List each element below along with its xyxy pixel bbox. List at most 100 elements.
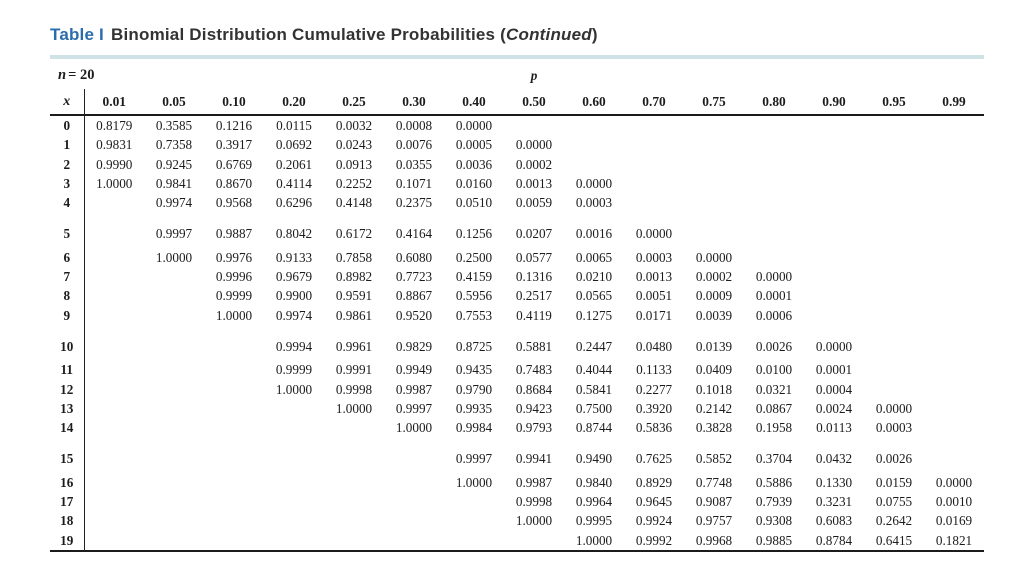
cell-x3-p0.70 bbox=[624, 174, 684, 193]
column-header-p-0.70: 0.70 bbox=[624, 89, 684, 116]
cell-x8-p0.95 bbox=[864, 286, 924, 305]
cell-x15-p0.80: 0.3704 bbox=[755, 451, 793, 467]
cell-x3-p0.10: 0.8670 bbox=[215, 175, 253, 191]
cell-x12-p0.70: 0.2277 bbox=[635, 381, 673, 397]
cell-x12-p0.25: 0.9998 bbox=[335, 381, 373, 397]
cell-x10-p0.70: 0.0480 bbox=[635, 338, 673, 354]
cell-x13-p0.20 bbox=[264, 399, 324, 418]
cell-x12-p0.05 bbox=[144, 380, 204, 399]
cell-x6-p0.50: 0.0577 bbox=[515, 249, 553, 265]
cell-x16-p0.05 bbox=[144, 473, 204, 492]
cell-x16-p0.40: 1.0000 bbox=[455, 474, 493, 490]
cell-x9-p0.95 bbox=[864, 306, 924, 325]
cell-x10-p0.50: 0.5881 bbox=[515, 338, 553, 354]
row-label-x-3: 3 bbox=[50, 173, 85, 194]
cell-x17-p0.99: 0.0010 bbox=[935, 494, 973, 510]
cell-x1-p0.10: 0.3917 bbox=[215, 137, 253, 153]
cell-x16-p0.70: 0.8929 bbox=[635, 474, 673, 490]
cell-x8-p0.30: 0.8867 bbox=[395, 288, 433, 304]
cell-x17-p0.01 bbox=[84, 492, 144, 511]
cell-x19-p0.60: 1.0000 bbox=[564, 530, 624, 552]
cell-x3-p0.60: 0.0000 bbox=[575, 175, 613, 191]
cell-x4-p0.70 bbox=[624, 193, 684, 212]
cell-x4-p0.99 bbox=[924, 193, 984, 212]
cell-x0-p0.10: 0.1216 bbox=[215, 118, 253, 133]
cell-x9-p0.40: 0.7553 bbox=[455, 307, 493, 323]
cell-x11-p0.05 bbox=[144, 360, 204, 379]
cell-x14-p0.25 bbox=[324, 418, 384, 437]
cell-x0-p0.99 bbox=[924, 115, 984, 135]
cell-x6-p0.30: 0.6080 bbox=[395, 249, 433, 265]
cell-x17-p0.20 bbox=[264, 492, 324, 511]
cell-x5-p0.70: 0.0000 bbox=[635, 226, 673, 242]
cell-x10-p0.95 bbox=[864, 325, 924, 360]
cell-x1-p0.75 bbox=[684, 135, 744, 154]
cell-x14-p0.75: 0.3828 bbox=[695, 420, 733, 436]
cell-x19-p0.10 bbox=[204, 530, 264, 552]
cell-x1-p0.60 bbox=[564, 135, 624, 154]
row-label-x-5: 5 bbox=[50, 212, 85, 248]
table-row-x-4: 4 0.9974 0.9568 0.6296 0.4148 0.2375 0.0510 0.0… bbox=[50, 193, 984, 213]
cell-x5-p0.20: 0.8042 bbox=[275, 226, 313, 242]
cell-x16-p0.30 bbox=[384, 473, 444, 492]
cell-x11-p0.01 bbox=[84, 360, 144, 379]
cell-x10-p0.01 bbox=[84, 325, 144, 360]
table-row-x-3: 3 1.0000 0.9841 0.8670 0.4114 0.2252 0.1071 0.0… bbox=[50, 173, 984, 194]
cell-x0-p0.40: 0.0000 bbox=[455, 118, 493, 133]
cell-x16-p0.95: 0.0159 bbox=[875, 474, 913, 490]
cell-x15-p0.60: 0.9490 bbox=[575, 451, 613, 467]
cell-x15-p0.95: 0.0026 bbox=[875, 451, 913, 467]
cell-x6-p0.25: 0.7858 bbox=[335, 249, 373, 265]
cell-x9-p0.90 bbox=[804, 306, 864, 325]
cell-x16-p0.01 bbox=[84, 473, 144, 492]
cell-x14-p0.30: 1.0000 bbox=[395, 420, 433, 436]
cell-x11-p0.75: 0.0409 bbox=[695, 362, 733, 378]
cell-x11-p0.70: 0.1133 bbox=[636, 362, 672, 378]
cell-x9-p0.99 bbox=[924, 306, 984, 325]
cell-x4-p0.75 bbox=[684, 193, 744, 212]
cell-x7-p0.40: 0.4159 bbox=[455, 269, 493, 285]
row-label-x-7: 7 bbox=[50, 267, 85, 287]
cell-x1-p0.25: 0.0243 bbox=[335, 137, 373, 153]
column-header-p-0.20: 0.20 bbox=[264, 89, 324, 116]
row-label-x-11: 11 bbox=[50, 360, 85, 380]
table-row-x-7: 7 0.9996 0.9679 0.8982 0.7723 0.4159 0.1316 0.0… bbox=[50, 267, 984, 287]
row-label-x-12: 12 bbox=[50, 379, 85, 399]
cell-x17-p0.95: 0.0755 bbox=[875, 494, 913, 510]
cell-x0-p0.60 bbox=[564, 115, 624, 135]
cell-x15-p0.10 bbox=[204, 437, 264, 472]
cell-x18-p0.50: 1.0000 bbox=[515, 513, 553, 529]
cell-x4-p0.80 bbox=[744, 193, 804, 212]
cell-x19-p0.99: 0.1821 bbox=[924, 530, 984, 552]
cell-x14-p0.40: 0.9984 bbox=[455, 420, 493, 436]
cell-x19-p0.70: 0.9992 bbox=[624, 530, 684, 552]
table-row-x-15: 15 0.9997 0.9941 0.9490 0.7625 0.5852 0.3704 0.… bbox=[50, 437, 984, 473]
table-row-x-8: 8 0.9999 0.9900 0.9591 0.8867 0.5956 0.2517 0.0… bbox=[50, 286, 984, 306]
cell-x17-p0.75: 0.9087 bbox=[695, 494, 733, 510]
cell-x0-p0.50 bbox=[504, 115, 564, 135]
cell-x12-p0.01 bbox=[84, 380, 144, 399]
table-title-continued: (Continued) bbox=[500, 25, 598, 44]
table-number-label: Table I bbox=[50, 25, 104, 44]
cell-x18-p0.90: 0.6083 bbox=[815, 513, 853, 529]
cell-x14-p0.50: 0.9793 bbox=[515, 420, 553, 436]
cell-x14-p0.80: 0.1958 bbox=[755, 420, 793, 436]
cell-x12-p0.90: 0.0004 bbox=[815, 381, 853, 397]
table-row-x-1: 1 0.9831 0.7358 0.3917 0.0692 0.0243 0.0076 0.0… bbox=[50, 135, 984, 155]
cell-x9-p0.25: 0.9861 bbox=[335, 307, 373, 323]
cell-x1-p0.20: 0.0692 bbox=[275, 137, 313, 153]
table-row-x-9: 9 1.0000 0.9974 0.9861 0.9520 0.7553 0.4119 0.1… bbox=[50, 305, 984, 325]
column-header-p-0.40: 0.40 bbox=[444, 89, 504, 116]
cell-x10-p0.90: 0.0000 bbox=[815, 338, 853, 354]
cell-x3-p0.40: 0.0160 bbox=[455, 175, 493, 191]
column-header-p-0.90: 0.90 bbox=[804, 89, 864, 116]
cell-x2-p0.80 bbox=[744, 155, 804, 174]
cell-x12-p0.75: 0.1018 bbox=[695, 381, 733, 397]
cell-x4-p0.50: 0.0059 bbox=[515, 195, 553, 211]
cell-x5-p0.01 bbox=[84, 212, 144, 247]
cell-x0-p0.30: 0.0008 bbox=[395, 118, 433, 133]
cell-x3-p0.20: 0.4114 bbox=[276, 175, 312, 191]
cell-x11-p0.50: 0.7483 bbox=[515, 362, 553, 378]
cell-x18-p0.05 bbox=[144, 511, 204, 530]
